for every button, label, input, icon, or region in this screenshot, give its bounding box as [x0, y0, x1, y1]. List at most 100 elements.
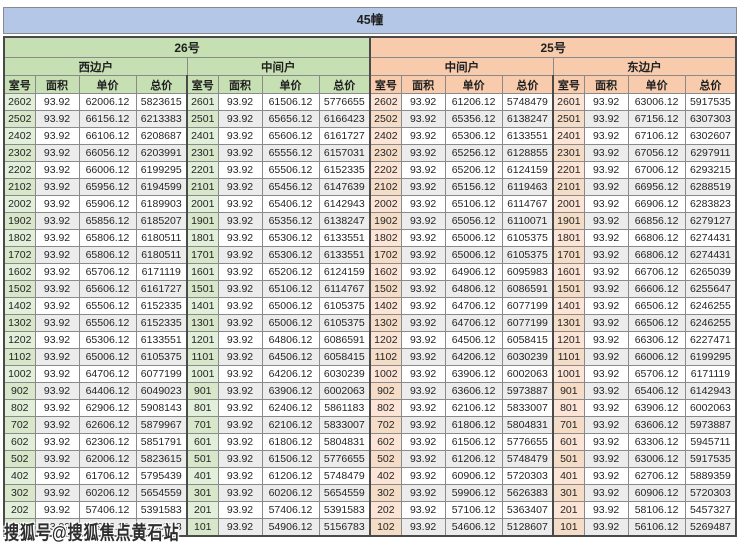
- cell-price: 66806.12: [627, 229, 686, 247]
- cell-price: 63006.12: [627, 450, 686, 468]
- cell-price: 65456.12: [261, 178, 320, 196]
- cell-room: 2501: [552, 110, 585, 128]
- cell-price: 56106.12: [627, 518, 686, 537]
- cell-total: 6110071: [501, 212, 554, 230]
- cell-price: 63906.12: [627, 399, 686, 417]
- cell-total: 6208687: [135, 127, 188, 145]
- cell-room: 402: [369, 467, 402, 485]
- cell-area: 93.92: [217, 229, 263, 247]
- cell-area: 93.92: [400, 246, 446, 264]
- cell-room: 2502: [369, 110, 402, 128]
- column-header: 总价: [501, 75, 554, 94]
- cell-area: 93.92: [583, 365, 629, 383]
- cell-price: 62106.12: [444, 399, 503, 417]
- cell-total: 5861183: [318, 399, 371, 417]
- cell-area: 93.92: [217, 178, 263, 196]
- cell-price: 65306.12: [261, 246, 320, 264]
- cell-price: 62906.12: [78, 399, 137, 417]
- cell-total: 6274431: [684, 246, 737, 264]
- cell-price: 61506.12: [444, 433, 503, 451]
- cell-room: 301: [186, 484, 219, 502]
- cell-area: 93.92: [34, 484, 80, 502]
- cell-room: 702: [3, 416, 36, 434]
- cell-room: 401: [186, 467, 219, 485]
- cell-area: 93.92: [583, 484, 629, 502]
- cell-area: 93.92: [34, 110, 80, 128]
- cell-room: 502: [369, 450, 402, 468]
- cell-price: 66056.12: [78, 144, 137, 162]
- cell-area: 93.92: [583, 246, 629, 264]
- cell-price: 62306.12: [78, 433, 137, 451]
- cell-area: 93.92: [400, 212, 446, 230]
- cell-price: 64506.12: [444, 331, 503, 349]
- cell-price: 65156.12: [444, 178, 503, 196]
- cell-price: 64706.12: [444, 297, 503, 315]
- cell-total: 6147639: [318, 178, 371, 196]
- cell-price: 65356.12: [261, 212, 320, 230]
- cell-area: 93.92: [583, 416, 629, 434]
- column-header: 单价: [261, 75, 320, 94]
- cell-room: 1502: [3, 280, 36, 298]
- cell-room: 1402: [369, 297, 402, 315]
- cell-total: 6142943: [684, 382, 737, 400]
- cell-area: 93.92: [34, 433, 80, 451]
- cell-area: 93.92: [34, 161, 80, 179]
- cell-price: 65806.12: [78, 229, 137, 247]
- cell-total: 6180511: [135, 246, 188, 264]
- cell-room: 1002: [369, 365, 402, 383]
- cell-area: 93.92: [217, 467, 263, 485]
- cell-total: 6302607: [684, 127, 737, 145]
- cell-total: 6077199: [135, 365, 188, 383]
- cell-total: 6227471: [684, 331, 737, 349]
- cell-area: 93.92: [400, 314, 446, 332]
- cell-area: 93.92: [583, 161, 629, 179]
- column-header: 室号: [369, 75, 402, 94]
- cell-price: 61506.12: [261, 450, 320, 468]
- cell-total: 5457327: [684, 501, 737, 519]
- cell-area: 93.92: [217, 484, 263, 502]
- cell-area: 93.92: [217, 127, 263, 145]
- cell-room: 1002: [3, 365, 36, 383]
- table-row: 602 93.92 62306.12 5851791 601 93.92 61806.12 5…: [3, 433, 737, 451]
- column-header: 单价: [78, 75, 137, 94]
- cell-area: 93.92: [400, 501, 446, 519]
- building-header-row: 26号 25号: [3, 36, 737, 58]
- cell-area: 93.92: [583, 518, 629, 537]
- cell-area: 93.92: [583, 212, 629, 230]
- cell-area: 93.92: [400, 450, 446, 468]
- cell-total: 6152335: [318, 161, 371, 179]
- cell-price: 57406.12: [78, 501, 137, 519]
- cell-room: 2401: [186, 127, 219, 145]
- cell-total: 6180511: [135, 229, 188, 247]
- cell-total: 6133551: [135, 331, 188, 349]
- cell-price: 66506.12: [627, 314, 686, 332]
- cell-price: 65506.12: [261, 161, 320, 179]
- cell-room: 401: [552, 467, 585, 485]
- table-row: 302 93.92 60206.12 5654559 301 93.92 60206.12 5…: [3, 484, 737, 502]
- cell-area: 93.92: [217, 416, 263, 434]
- cell-room: 1702: [369, 246, 402, 264]
- cell-room: 301: [552, 484, 585, 502]
- cell-room: 101: [552, 518, 585, 537]
- column-header: 总价: [318, 75, 371, 94]
- table-row: 2602 93.92 62006.12 5823615 2601 93.92 61506.1…: [3, 93, 737, 111]
- cell-price: 61806.12: [444, 416, 503, 434]
- cell-price: 63606.12: [444, 382, 503, 400]
- cell-total: 6185207: [135, 212, 188, 230]
- cell-total: 6138247: [318, 212, 371, 230]
- cell-total: 5823615: [135, 93, 188, 111]
- cell-room: 2401: [552, 127, 585, 145]
- cell-total: 6124159: [318, 263, 371, 281]
- cell-total: 6002063: [684, 399, 737, 417]
- cell-total: 6288519: [684, 178, 737, 196]
- cell-total: 6152335: [135, 314, 188, 332]
- table-row: 1902 93.92 65856.12 6185207 1901 93.92 65356.1…: [3, 212, 737, 230]
- cell-area: 93.92: [583, 195, 629, 213]
- cell-price: 54906.12: [261, 518, 320, 537]
- column-header: 面积: [34, 75, 80, 94]
- cell-area: 93.92: [400, 127, 446, 145]
- cell-area: 93.92: [217, 280, 263, 298]
- cell-total: 5823615: [135, 450, 188, 468]
- cell-price: 64806.12: [444, 280, 503, 298]
- cell-room: 1601: [552, 263, 585, 281]
